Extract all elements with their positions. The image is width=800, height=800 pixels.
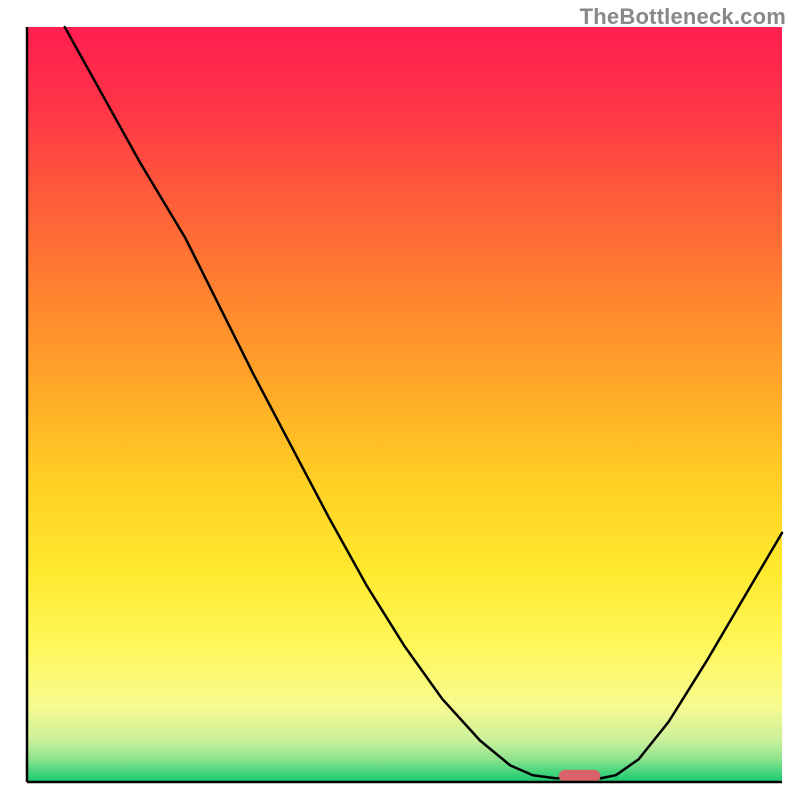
gradient-background xyxy=(27,27,782,782)
optimal-marker xyxy=(559,770,601,782)
bottleneck-chart xyxy=(0,0,800,800)
chart-container: { "watermark": { "text": "TheBottleneck.… xyxy=(0,0,800,800)
